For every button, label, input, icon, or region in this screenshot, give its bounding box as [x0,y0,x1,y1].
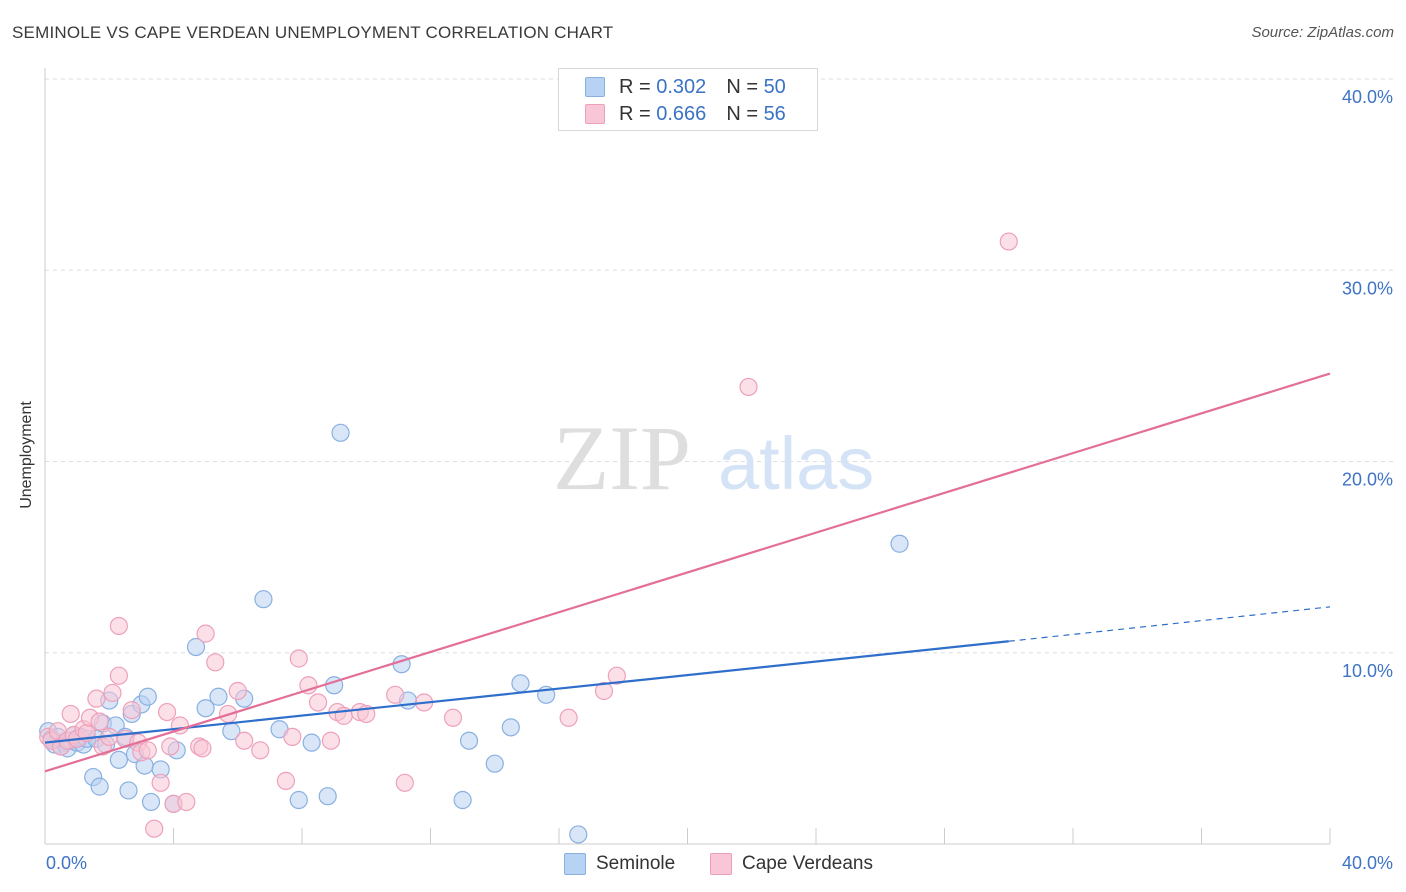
cape-verdean-point [206,653,225,672]
cape-verdean-point [109,616,128,636]
seminole-point [511,674,530,693]
seminole-point [302,733,321,752]
x-tick-label-min: 0.0% [46,853,87,873]
cape-verdean-point [559,708,578,727]
seminole-point [459,731,479,750]
seminole-point [318,787,337,806]
cape-verdean-point [193,739,212,758]
seminole-point [501,718,520,737]
cape-verdean-point [103,683,122,703]
cape-verdean-point [395,773,414,792]
cape-verdeans-swatch [585,104,605,124]
seminole-point [254,590,273,609]
seminole-point [890,534,909,553]
cape-verdean-point [308,693,328,712]
cape-verdean-point [276,771,296,790]
y-tick-label: 20.0% [1342,470,1393,490]
cape-verdean-point [739,377,758,397]
cape-verdean-point [386,685,405,704]
cape-verdean-point [90,712,109,731]
cape-verdean-point [594,681,614,701]
cape-verdean-point [161,737,180,756]
cape-verdean-point [607,666,626,685]
legend-row-seminole: R = 0.302 N = 50 [585,75,786,99]
bottom-legend-seminole: Seminole [564,851,675,877]
watermark: ZIP atlas [553,407,874,509]
legend-row-cape-verdeans: R = 0.666 N = 56 [585,102,786,126]
cape-verdean-point [145,819,164,838]
bottom-seminole-swatch [564,853,586,875]
watermark-atlas: atlas [718,422,874,505]
cape-verdean-point [999,232,1018,251]
correlation-legend: R = 0.302 N = 50 R = 0.666 N = 56 [558,68,818,131]
bottom-legend-cape-verdeans: Cape Verdeans [710,851,873,877]
x-tick-label-max: 40.0% [1342,853,1393,873]
y-tick-label: 40.0% [1342,87,1393,107]
bottom-cape-verdeans-swatch [710,853,732,875]
cape-verdean-point [87,689,106,708]
seminole-swatch [585,77,605,97]
cape-verdean-point [157,702,177,722]
tick-labels: 10.0% 20.0% 30.0% 40.0% 0.0% 40.0% [46,87,1393,873]
bottom-seminole-label: Seminole [596,853,676,874]
cape-verdean-point [289,649,308,668]
cape-verdeans-r-value: 0.666 [656,102,707,125]
trend-lines [44,372,1331,773]
seminole-n-value: 50 [763,75,786,98]
cape-verdean-point [122,701,141,720]
data-points [39,232,1018,844]
seminole-point [485,754,504,773]
seminole-n-label: N = [726,75,764,98]
seminole-point [209,687,228,706]
seminole-point [138,687,157,706]
y-tick-label: 10.0% [1342,661,1393,681]
seminole-r-value: 0.302 [656,75,707,98]
cape-verdean-point [443,708,463,727]
gridlines [45,78,1395,654]
cape-verdean-point [321,731,341,750]
cape-verdeans-r-label: R = [619,102,657,125]
source-label: Source: ZipAtlas.com [1251,24,1394,41]
seminole-point [186,637,206,657]
seminole-point [119,781,138,800]
seminole-point [109,750,128,769]
y-tick-label: 30.0% [1342,278,1393,298]
seminole-point [289,790,308,810]
cape-verdeans-n-label: N = [726,102,764,125]
seminole-trend-line [44,640,1009,744]
watermark-zip: ZIP [553,407,691,509]
seminole-point [90,777,109,796]
bottom-cape-verdeans-label: Cape Verdeans [742,853,873,874]
cape-verdean-point [177,792,196,812]
cape-verdean-point [228,681,247,701]
cape-verdean-point [138,741,157,760]
seminole-r-label: R = [619,75,657,98]
cape-verdean-point [61,704,80,724]
chart-title: SEMINOLE VS CAPE VERDEAN UNEMPLOYMENT CO… [12,23,614,42]
seminole-point [141,792,161,812]
seminole-point [196,699,215,718]
cape-verdean-trend-line [44,372,1331,773]
cape-verdean-point [151,773,170,792]
cape-verdean-point [251,741,270,760]
cape-verdean-point [283,727,302,747]
cape-verdean-point [235,731,254,750]
seminole-point [569,825,588,844]
cape-verdeans-n-value: 56 [763,102,786,125]
cape-verdean-point [109,666,128,685]
seminole-point [453,790,472,810]
seminole-point [331,423,350,442]
axes [44,68,1331,845]
seminole-trend-extension [1008,606,1331,642]
cape-verdean-point [196,624,215,643]
